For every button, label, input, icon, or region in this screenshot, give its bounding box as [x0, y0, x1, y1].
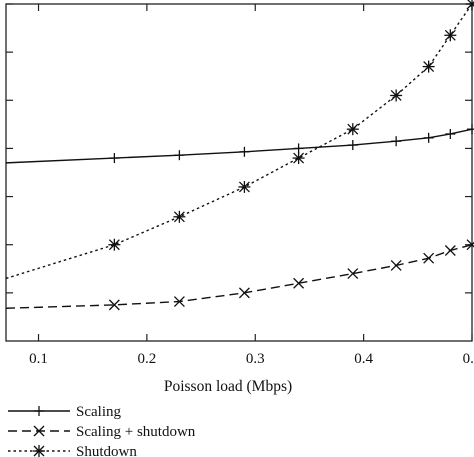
data-point: [444, 245, 456, 256]
data-point: [422, 60, 435, 73]
x-tick-label: 0.5: [463, 351, 474, 367]
legend-item: Shutdown: [8, 444, 137, 457]
series-shutdown: [6, 0, 474, 280]
data-point: [174, 150, 185, 161]
data-point: [347, 268, 359, 280]
data-point: [391, 136, 402, 147]
data-point: [238, 287, 250, 299]
legend-label: Shutdown: [76, 444, 137, 457]
legend-marker: [33, 445, 45, 457]
data-point: [423, 252, 435, 264]
x-tick-label: 0.3: [246, 351, 265, 367]
series-scaling: [6, 124, 474, 164]
series-layer: [6, 0, 474, 311]
data-point: [346, 123, 359, 136]
data-point: [423, 132, 434, 143]
data-point: [108, 238, 121, 251]
data-point: [292, 152, 305, 165]
data-point: [347, 140, 358, 151]
x-tick-label: 0.1: [29, 351, 48, 367]
data-point: [293, 277, 305, 289]
legend-label: Scaling + shutdown: [76, 424, 196, 440]
data-point: [173, 210, 186, 223]
data-point: [466, 0, 474, 10]
legend-label: Scaling: [76, 404, 121, 420]
data-point: [109, 153, 120, 164]
data-point: [445, 128, 456, 139]
data-point: [238, 180, 251, 193]
legend-item: Scaling: [8, 404, 121, 420]
plot-area: 0.1 0.2 0.3 0.4 0.5: [5, 0, 474, 367]
x-ticks: 0.1 0.2 0.3 0.4 0.5: [29, 4, 474, 367]
data-point: [293, 143, 304, 154]
legend-marker: [33, 425, 45, 437]
data-point: [444, 29, 457, 42]
legend-marker: [34, 406, 44, 416]
x-axis-label: Poisson load (Mbps): [164, 378, 292, 395]
legend: Scaling Scaling + shutdown Shutdown: [8, 404, 196, 457]
series-scaling-shutdown: [6, 239, 474, 311]
y-ticks: [6, 3, 472, 294]
data-point: [467, 124, 474, 135]
series-line: [6, 244, 473, 309]
x-tick-label: 0.2: [138, 351, 157, 367]
series-line: [6, 3, 473, 280]
series-line: [6, 128, 473, 164]
data-point: [239, 146, 250, 157]
data-point: [466, 239, 474, 251]
data-point: [173, 296, 185, 307]
data-point: [390, 259, 402, 271]
legend-item: Scaling + shutdown: [8, 424, 196, 440]
data-point: [108, 299, 120, 311]
data-point: [390, 89, 403, 102]
plot-frame: [5, 3, 473, 342]
x-tick-label: 0.4: [354, 351, 373, 367]
